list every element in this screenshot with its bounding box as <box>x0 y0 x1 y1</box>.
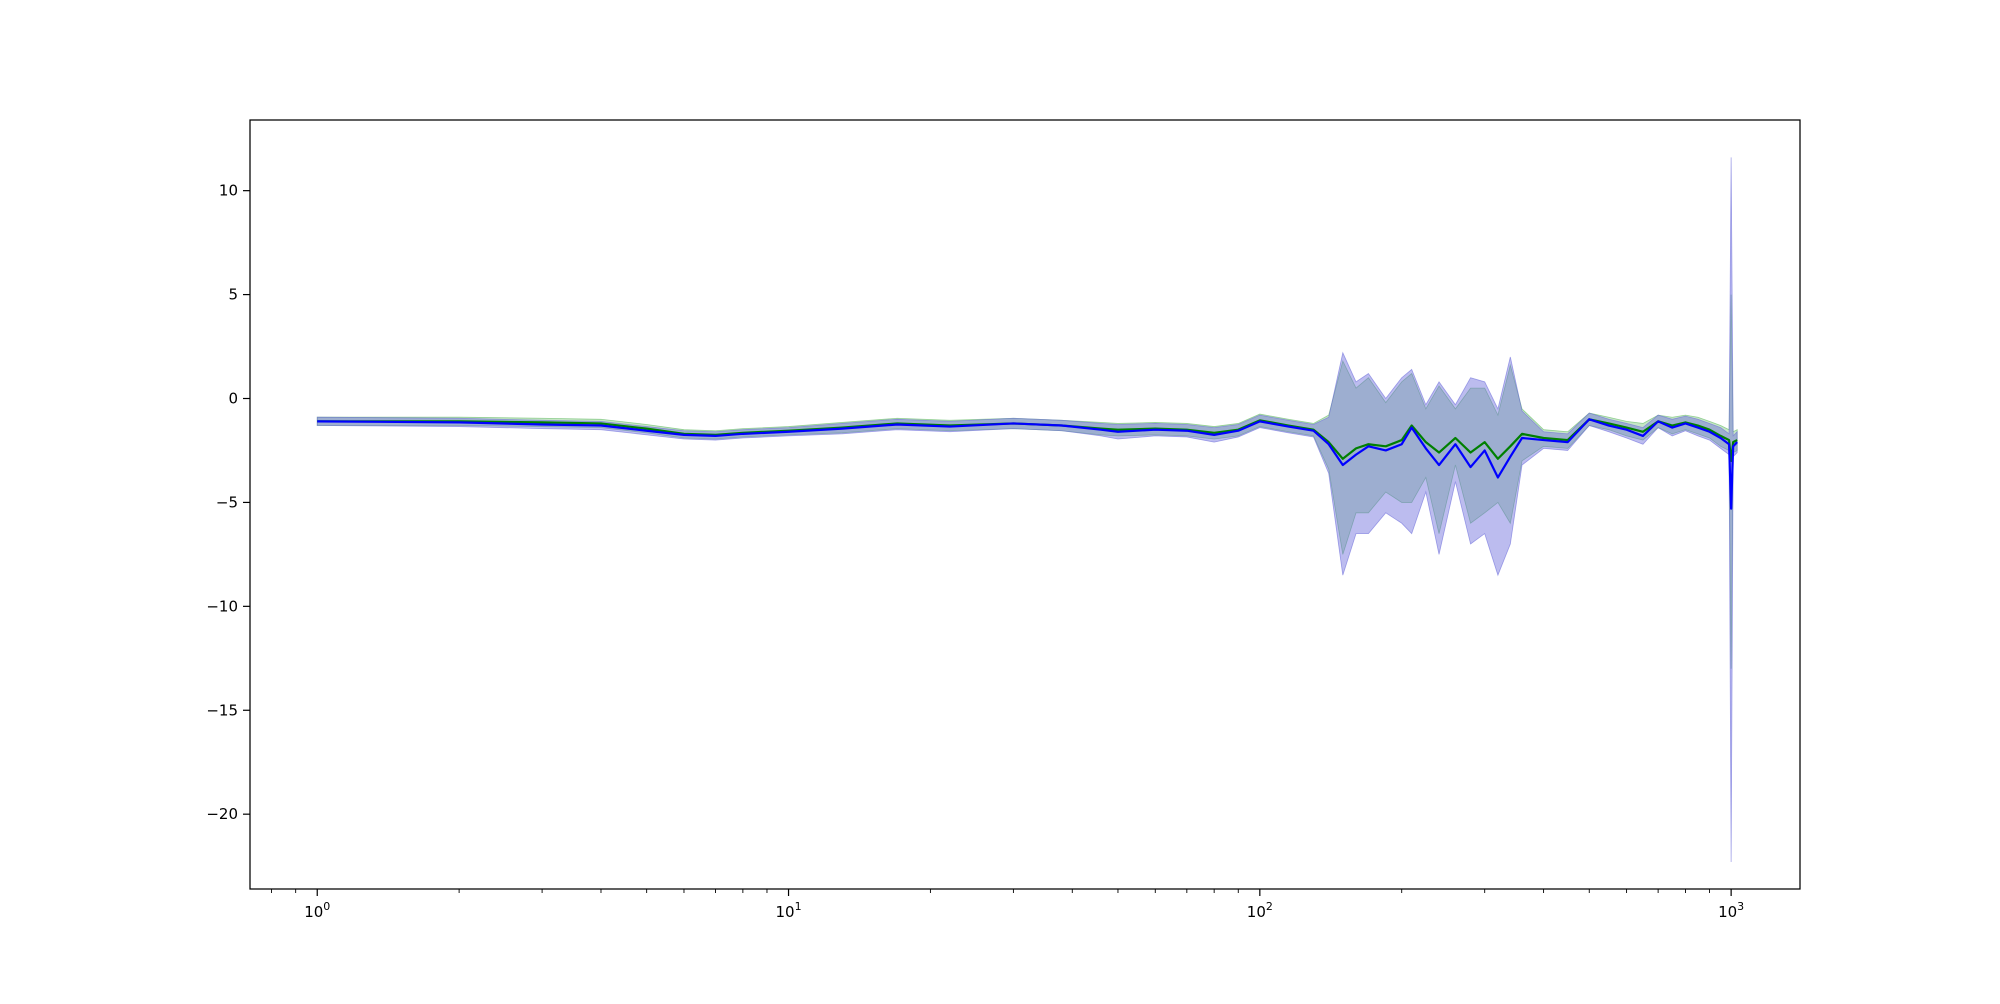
y-tick-label: −20 <box>206 805 238 823</box>
uncertainty-bands <box>316 157 1738 862</box>
series-lines <box>317 418 1738 510</box>
x-tick-label: 102 <box>1247 900 1273 921</box>
y-tick-label: 10 <box>219 182 238 200</box>
x-tick-label: 101 <box>775 900 801 921</box>
x-tick-label: 103 <box>1718 900 1744 921</box>
plot-frame <box>249 119 1801 890</box>
x-tick-label: 100 <box>304 900 330 921</box>
x-axis-ticks: 100 101 102 103 <box>271 889 1744 921</box>
y-tick-label: −15 <box>206 701 238 719</box>
series-2-band <box>316 157 1738 862</box>
y-tick-label: −5 <box>216 493 238 511</box>
y-axis-ticks: 10 5 0 −5 −10 −15 −20 <box>206 182 250 823</box>
y-tick-label: 0 <box>228 390 238 408</box>
y-tick-label: −10 <box>206 597 238 615</box>
y-tick-label: 5 <box>228 286 238 304</box>
series-2-line <box>317 418 1738 510</box>
